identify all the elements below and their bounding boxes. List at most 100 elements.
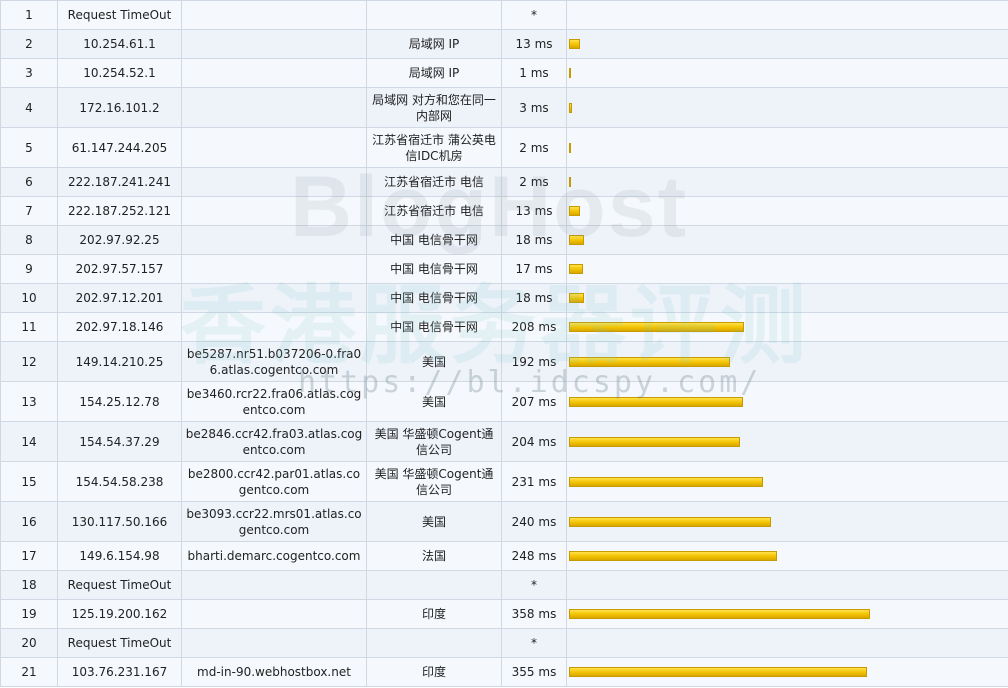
ip-address: 154.54.58.238 bbox=[57, 461, 182, 502]
location bbox=[366, 570, 502, 600]
ip-address: 202.97.92.25 bbox=[57, 225, 182, 255]
latency-bar bbox=[569, 102, 572, 113]
response-time: 1 ms bbox=[501, 58, 567, 88]
hostname: be3093.ccr22.mrs01.atlas.cogentco.com bbox=[181, 501, 367, 542]
latency-bar bbox=[569, 516, 771, 527]
latency-bar-cell bbox=[566, 599, 1008, 629]
latency-bar-cell bbox=[566, 657, 1008, 687]
latency-bar bbox=[569, 177, 571, 187]
latency-bar bbox=[569, 39, 580, 49]
ip-address: 149.14.210.25 bbox=[57, 341, 182, 382]
ip-address: Request TimeOut bbox=[57, 628, 182, 658]
latency-bar-cell bbox=[566, 312, 1008, 342]
location: 江苏省宿迁市 蒲公英电信IDC机房 bbox=[366, 127, 502, 168]
table-row: 11 202.97.18.146 中国 电信骨干网 208 ms bbox=[0, 312, 1008, 342]
table-row: 20 Request TimeOut * bbox=[0, 628, 1008, 658]
latency-bar-cell bbox=[566, 541, 1008, 571]
latency-bar bbox=[569, 68, 571, 78]
hop-number: 7 bbox=[0, 196, 58, 226]
location bbox=[366, 628, 502, 658]
ip-address: Request TimeOut bbox=[57, 570, 182, 600]
hop-number: 8 bbox=[0, 225, 58, 255]
latency-bar-cell bbox=[566, 570, 1008, 600]
latency-bar bbox=[569, 142, 571, 153]
location: 印度 bbox=[366, 599, 502, 629]
ip-address: 149.6.154.98 bbox=[57, 541, 182, 571]
response-time: 13 ms bbox=[501, 29, 567, 59]
ip-address: 222.187.241.241 bbox=[57, 167, 182, 197]
latency-bar-cell bbox=[566, 501, 1008, 542]
location: 中国 电信骨干网 bbox=[366, 254, 502, 284]
latency-bar bbox=[569, 551, 777, 561]
latency-bar-cell bbox=[566, 254, 1008, 284]
location: 中国 电信骨干网 bbox=[366, 283, 502, 313]
hop-number: 14 bbox=[0, 421, 58, 462]
latency-bar bbox=[569, 206, 580, 216]
location: 印度 bbox=[366, 657, 502, 687]
location: 美国 华盛顿Cogent通信公司 bbox=[366, 421, 502, 462]
table-row: 7 222.187.252.121 江苏省宿迁市 电信 13 ms bbox=[0, 196, 1008, 226]
hostname bbox=[181, 58, 367, 88]
response-time: * bbox=[501, 0, 567, 30]
ip-address: Request TimeOut bbox=[57, 0, 182, 30]
response-time: 231 ms bbox=[501, 461, 567, 502]
latency-bar bbox=[569, 667, 867, 677]
hostname bbox=[181, 0, 367, 30]
latency-bar-cell bbox=[566, 341, 1008, 382]
latency-bar-cell bbox=[566, 196, 1008, 226]
ip-address: 154.54.37.29 bbox=[57, 421, 182, 462]
location bbox=[366, 0, 502, 30]
response-time: 208 ms bbox=[501, 312, 567, 342]
hop-number: 15 bbox=[0, 461, 58, 502]
response-time: 192 ms bbox=[501, 341, 567, 382]
latency-bar bbox=[569, 356, 730, 367]
ip-address: 154.25.12.78 bbox=[57, 381, 182, 422]
ip-address: 125.19.200.162 bbox=[57, 599, 182, 629]
hop-number: 6 bbox=[0, 167, 58, 197]
response-time: 3 ms bbox=[501, 87, 567, 128]
response-time: 2 ms bbox=[501, 167, 567, 197]
hop-number: 18 bbox=[0, 570, 58, 600]
hostname: bharti.demarc.cogentco.com bbox=[181, 541, 367, 571]
response-time: 17 ms bbox=[501, 254, 567, 284]
location: 中国 电信骨干网 bbox=[366, 312, 502, 342]
latency-bar-cell bbox=[566, 461, 1008, 502]
table-row: 5 61.147.244.205 江苏省宿迁市 蒲公英电信IDC机房 2 ms bbox=[0, 127, 1008, 168]
hostname: be2800.ccr42.par01.atlas.cogentco.com bbox=[181, 461, 367, 502]
hostname bbox=[181, 283, 367, 313]
latency-bar-cell bbox=[566, 225, 1008, 255]
table-row: 10 202.97.12.201 中国 电信骨干网 18 ms bbox=[0, 283, 1008, 313]
response-time: 207 ms bbox=[501, 381, 567, 422]
table-row: 13 154.25.12.78 be3460.rcr22.fra06.atlas.c… bbox=[0, 381, 1008, 422]
latency-bar bbox=[569, 609, 870, 619]
hop-number: 3 bbox=[0, 58, 58, 88]
hostname bbox=[181, 87, 367, 128]
location: 美国 bbox=[366, 341, 502, 382]
response-time: 13 ms bbox=[501, 196, 567, 226]
table-row: 3 10.254.52.1 局域网 IP 1 ms bbox=[0, 58, 1008, 88]
ip-address: 202.97.18.146 bbox=[57, 312, 182, 342]
table-row: 17 149.6.154.98 bharti.demarc.cogentco.com… bbox=[0, 541, 1008, 571]
hostname bbox=[181, 570, 367, 600]
hostname: md-in-90.webhostbox.net bbox=[181, 657, 367, 687]
table-row: 1 Request TimeOut * bbox=[0, 0, 1008, 30]
latency-bar bbox=[569, 235, 584, 245]
hop-number: 20 bbox=[0, 628, 58, 658]
latency-bar bbox=[569, 322, 744, 332]
location: 美国 bbox=[366, 501, 502, 542]
hostname bbox=[181, 628, 367, 658]
hop-number: 19 bbox=[0, 599, 58, 629]
response-time: 248 ms bbox=[501, 541, 567, 571]
response-time: * bbox=[501, 628, 567, 658]
location: 局域网 对方和您在同一内部网 bbox=[366, 87, 502, 128]
hostname bbox=[181, 225, 367, 255]
ip-address: 10.254.61.1 bbox=[57, 29, 182, 59]
latency-bar-cell bbox=[566, 58, 1008, 88]
hop-number: 11 bbox=[0, 312, 58, 342]
ip-address: 202.97.57.157 bbox=[57, 254, 182, 284]
latency-bar-cell bbox=[566, 381, 1008, 422]
hostname bbox=[181, 599, 367, 629]
latency-bar-cell bbox=[566, 283, 1008, 313]
location: 江苏省宿迁市 电信 bbox=[366, 196, 502, 226]
